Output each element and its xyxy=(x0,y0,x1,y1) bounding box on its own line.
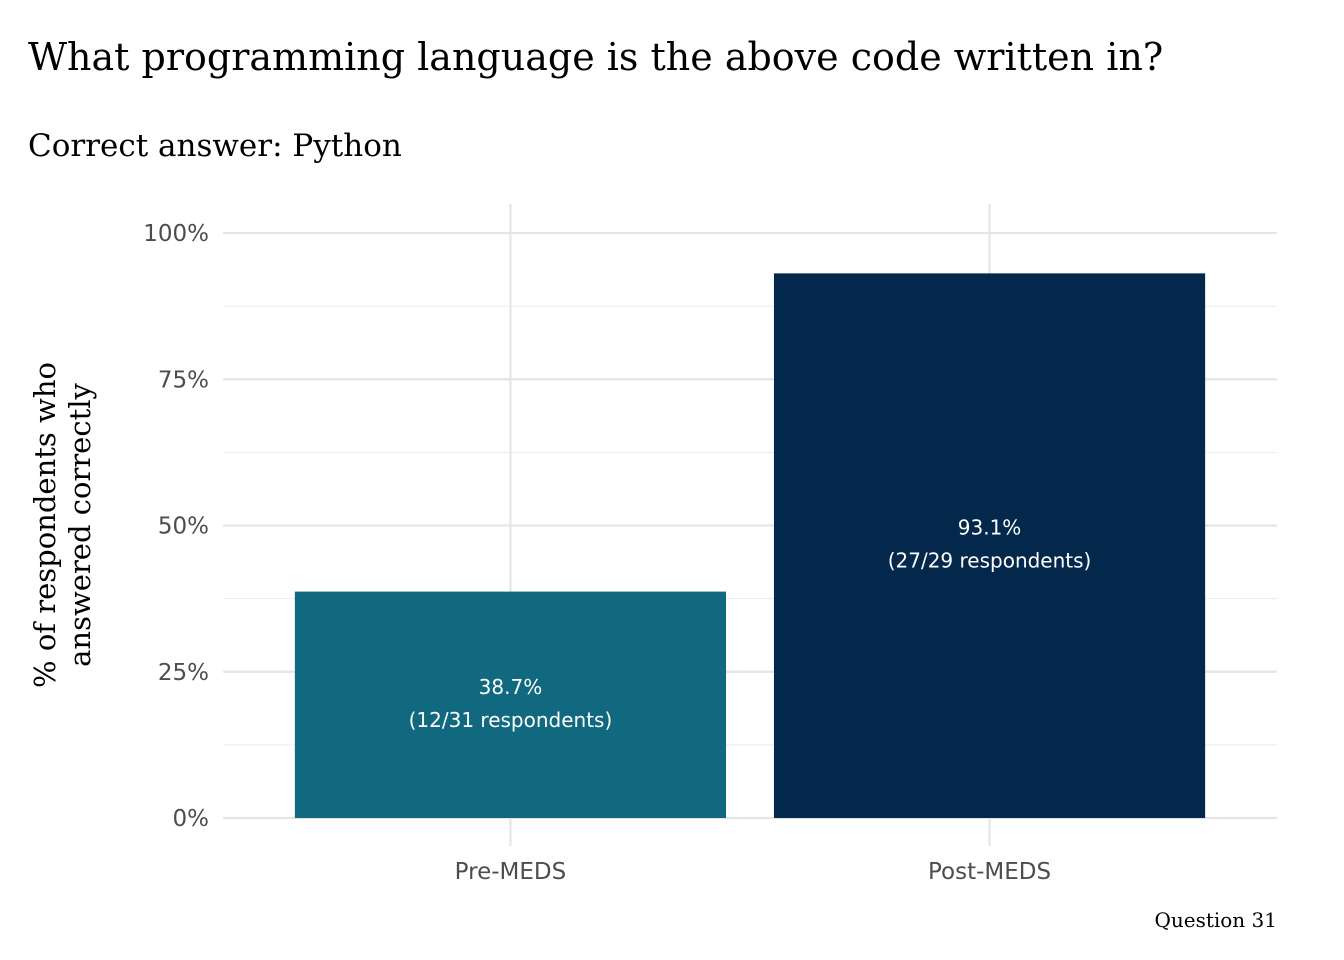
bar-data-label: (12/31 respondents) xyxy=(409,708,613,732)
x-tick-label: Post-MEDS xyxy=(928,859,1051,885)
chart-caption: Question 31 xyxy=(1154,908,1277,932)
x-tick-label: Pre-MEDS xyxy=(455,859,567,885)
bar-data-label: (27/29 respondents) xyxy=(888,549,1092,573)
y-tick-label: 100% xyxy=(143,221,209,247)
bar-data-label: 93.1% xyxy=(958,516,1022,540)
y-tick-label: 75% xyxy=(158,367,209,393)
chart-title: What programming language is the above c… xyxy=(28,35,1163,79)
chart-subtitle: Correct answer: Python xyxy=(28,128,402,164)
bar-post-meds xyxy=(773,273,1206,818)
bar-data-label: 38.7% xyxy=(479,675,543,699)
y-tick-label: 0% xyxy=(173,806,210,832)
y-axis-title-line-2: answered correctly xyxy=(63,382,97,666)
y-tick-label: 25% xyxy=(158,660,209,686)
bar-pre-meds xyxy=(294,591,727,818)
axis-labels: 0% 25% 50% 75% 100% Pre-MEDS Post-MEDS xyxy=(143,221,1051,885)
bars: 38.7% (12/31 respondents) 93.1% (27/29 resp… xyxy=(294,273,1206,818)
y-axis-title: % of respondents who answered correctly xyxy=(28,362,97,688)
y-axis-title-line-1: % of respondents who xyxy=(28,362,62,688)
y-tick-label: 50% xyxy=(158,514,209,540)
